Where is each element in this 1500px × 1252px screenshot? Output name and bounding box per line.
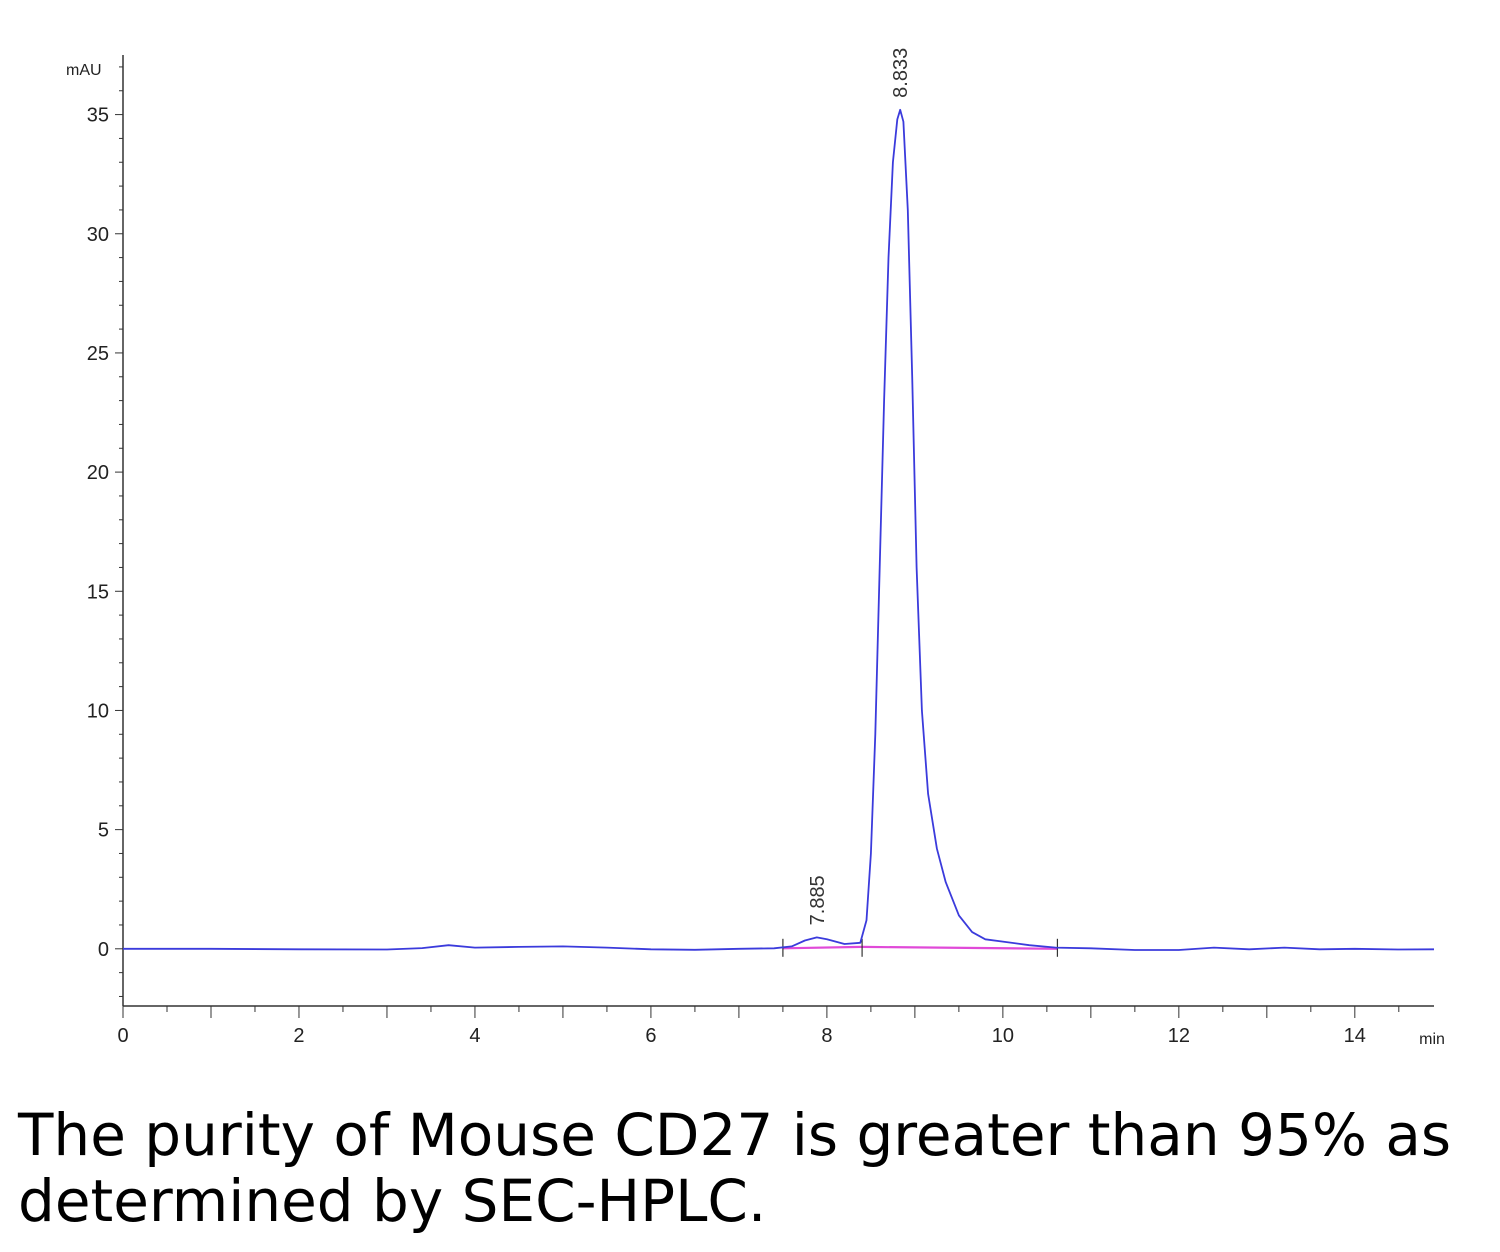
y-axis-unit-label: mAU: [66, 62, 102, 79]
y-tick-label: 5: [98, 820, 109, 842]
x-tick-label: 4: [469, 1025, 480, 1047]
x-tick-label: 12: [1168, 1025, 1190, 1047]
y-tick-label: 30: [87, 224, 109, 246]
x-tick-label: 8: [821, 1025, 832, 1047]
chromatogram-trace: [123, 108, 1435, 951]
y-tick-label: 35: [87, 105, 109, 127]
axes: 0 5 10 15 20 25 30 35 mAU 0 2 4 6 8 10 12 14 min: [66, 55, 1445, 1048]
peak-annotations: 7.885 8.833: [807, 48, 912, 926]
y-tick-label: 20: [87, 462, 109, 484]
x-tick-label: 6: [645, 1025, 656, 1047]
x-axis-unit-label: min: [1419, 1031, 1445, 1048]
y-tick-label: 10: [87, 700, 109, 722]
x-tick-label: 2: [293, 1025, 304, 1047]
peak-retention-label: 8.833: [890, 48, 912, 98]
x-tick-label: 0: [117, 1025, 128, 1047]
integration-baseline: [782, 938, 1059, 957]
y-tick-label: 25: [87, 343, 109, 365]
y-tick-label: 15: [87, 581, 109, 603]
figure-caption: The purity of Mouse CD27 is greater than…: [18, 1101, 1452, 1235]
baseline-segment: [782, 945, 863, 950]
baseline-segment: [862, 945, 1058, 950]
y-tick-label: 0: [98, 939, 109, 961]
x-tick-label: 10: [992, 1025, 1014, 1047]
x-tick-label: 14: [1344, 1025, 1366, 1047]
chromatogram-series: [123, 108, 1435, 951]
peak-retention-label: 7.885: [807, 875, 829, 925]
chromatogram-chart: 0 5 10 15 20 25 30 35 mAU 0 2 4 6 8 10 12 14 min 7.885 8.8…: [66, 48, 1445, 1048]
